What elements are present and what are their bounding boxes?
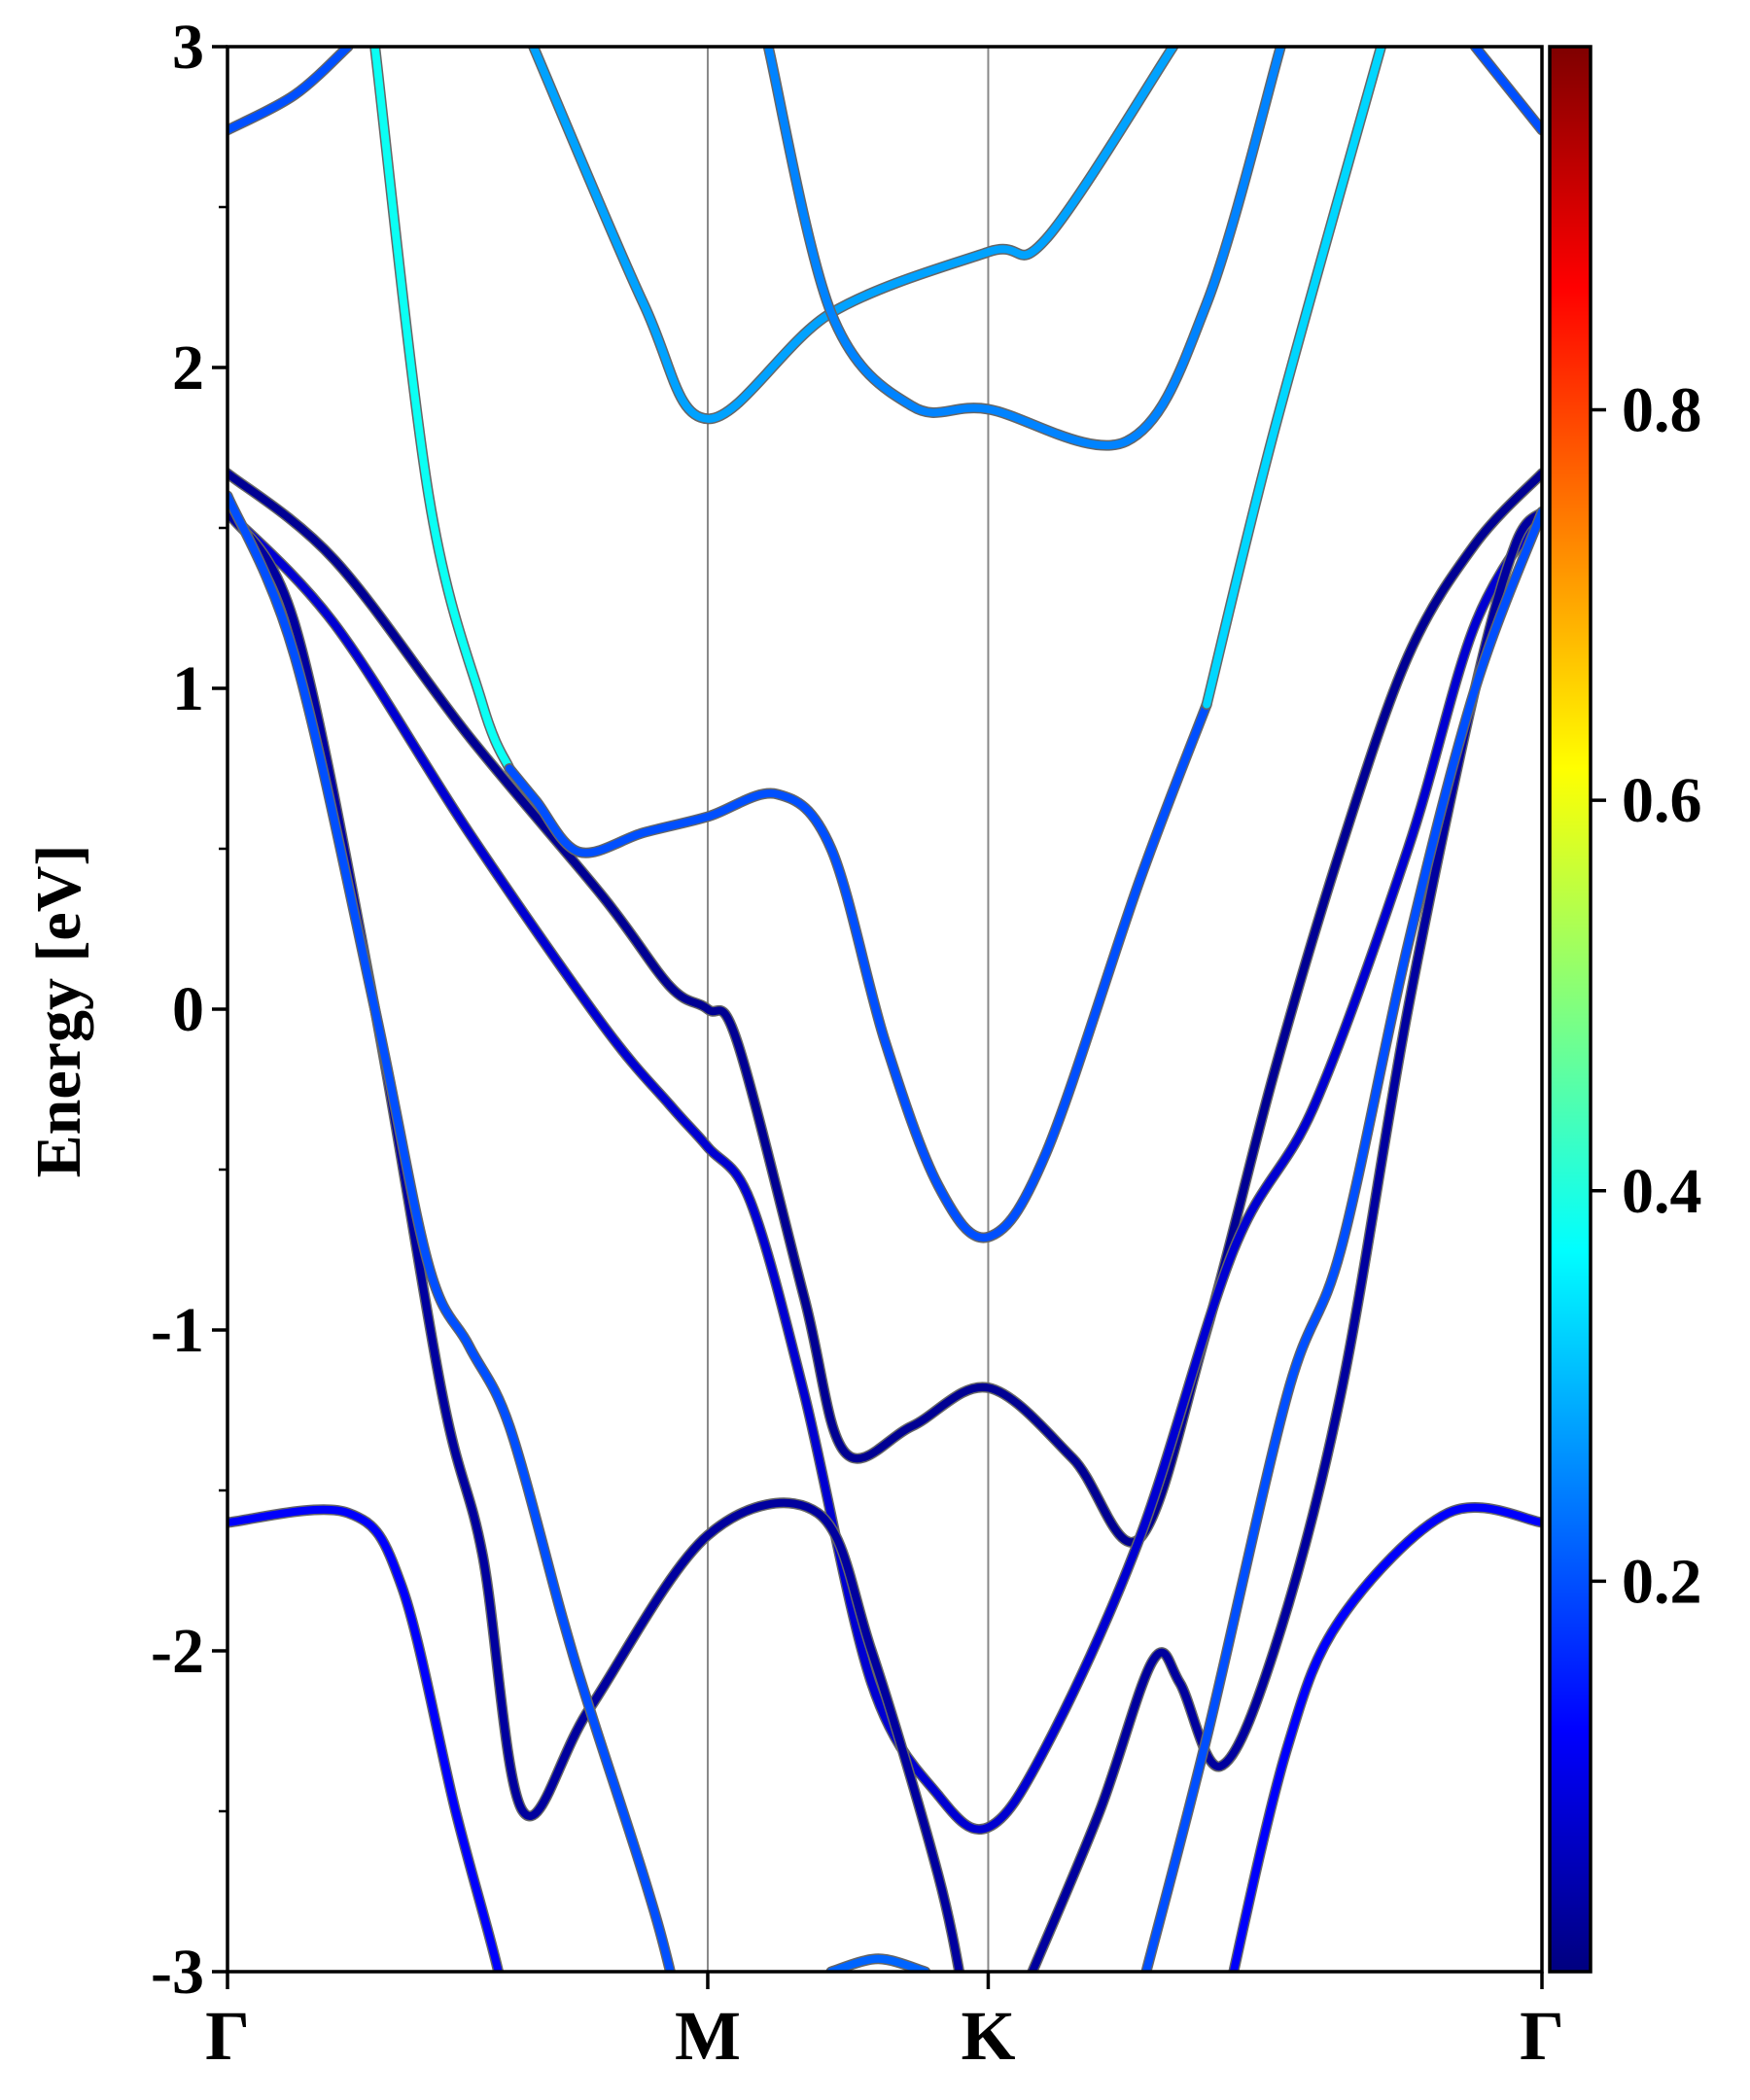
y-tick-label: 3 xyxy=(172,12,204,83)
x-tick-label: Γ xyxy=(205,1997,250,2075)
band-3 xyxy=(228,508,963,1972)
band-9b xyxy=(1471,47,1542,134)
band-6 xyxy=(505,700,1211,1242)
y-tick-label: -1 xyxy=(151,1295,204,1366)
band-9 xyxy=(228,47,352,134)
band-6b xyxy=(1203,47,1385,709)
y-tick-label: -2 xyxy=(151,1616,204,1687)
colorbar-tick-label: 0.6 xyxy=(1622,765,1702,836)
colorbar-ticks: 0.2 0.4 0.6 0.8 xyxy=(1591,375,1702,1617)
x-tick-label: K xyxy=(961,1997,1015,2075)
y-axis: 3 2 1 0 -1 -2 -3 xyxy=(151,12,228,2008)
y-tick-label: 0 xyxy=(172,974,204,1045)
colorbar-tick-label: 0.2 xyxy=(1622,1546,1702,1617)
y-tick-label: 2 xyxy=(172,332,204,403)
band-outline xyxy=(1228,1502,1542,1972)
y-tick-label: 1 xyxy=(172,653,204,724)
colorbar xyxy=(1548,45,1592,1974)
colorbar-tick-label: 0.4 xyxy=(1622,1156,1702,1227)
band-8 xyxy=(764,47,1285,450)
colorbar-tick-label: 0.8 xyxy=(1622,375,1702,446)
band-outline xyxy=(228,507,965,1972)
y-tick-label: -3 xyxy=(151,1937,204,2008)
band-4b xyxy=(1141,508,1542,1972)
band-2 xyxy=(228,508,1542,1834)
band-outline xyxy=(504,699,1212,1243)
band-4 xyxy=(228,492,675,1972)
band-outline xyxy=(228,507,1542,1836)
band-outline xyxy=(228,1504,505,1972)
band-outline xyxy=(369,47,515,774)
y-axis-label: Energy [eV] xyxy=(23,845,94,1178)
band-5 xyxy=(228,1505,503,1972)
band-outline xyxy=(762,47,1286,451)
high-symmetry-lines xyxy=(706,47,990,1972)
band-1 xyxy=(228,469,1542,1547)
x-tick-label: M xyxy=(675,1997,741,2075)
band-5b xyxy=(1229,1503,1542,1972)
band-10 xyxy=(826,1954,929,1972)
bands xyxy=(228,47,1542,1972)
x-tick-label: Γ xyxy=(1520,1997,1564,2075)
band-6a xyxy=(370,47,513,773)
